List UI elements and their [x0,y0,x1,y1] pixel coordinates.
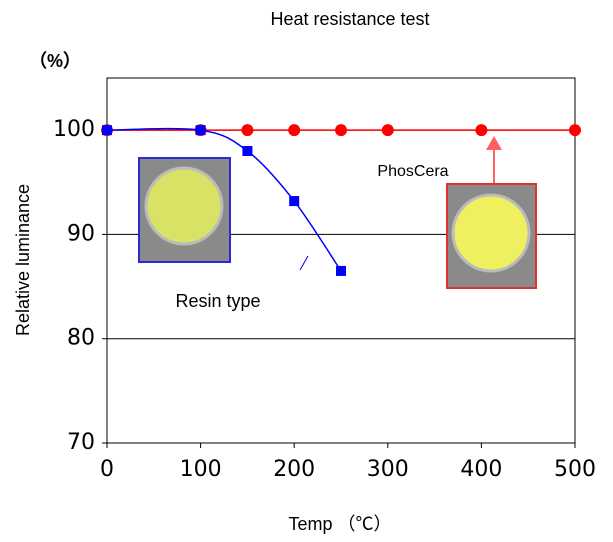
data-point [475,124,488,137]
data-point [288,124,301,137]
data-point [569,124,581,137]
x-tick-label: 400 [460,457,502,482]
x-tick-label: 200 [273,457,315,482]
y-unit: （%） [29,51,81,71]
x-tick-label: 0 [100,457,114,482]
data-point [102,125,112,136]
data-point [336,265,346,276]
y-tick-label: 90 [67,221,95,246]
data-point [241,124,254,137]
resin-photo [138,157,231,263]
chart-title: Heat resistance test [270,9,429,29]
data-point [195,125,206,136]
phoscera-photo [446,136,537,289]
y-axis-label: Relative luminance [13,184,33,336]
x-tick-label: 500 [554,457,596,482]
annotation-arrow [299,255,309,271]
y-tick-label: 70 [67,430,95,455]
series-label: Resin type [175,291,260,311]
x-axis-label: Temp （℃） [288,514,391,534]
plot-area: 70 80 90 100 0 100 200 300 400 500 [53,77,596,482]
data-point [335,124,347,137]
x-tick-label: 100 [180,457,222,482]
data-point [289,196,300,207]
x-tick-label: 300 [367,457,409,482]
data-point [381,124,394,137]
y-tick-label: 80 [67,326,95,351]
data-point [242,146,253,156]
series-label: PhosCera [377,163,448,180]
y-tick-label: 100 [53,117,95,142]
